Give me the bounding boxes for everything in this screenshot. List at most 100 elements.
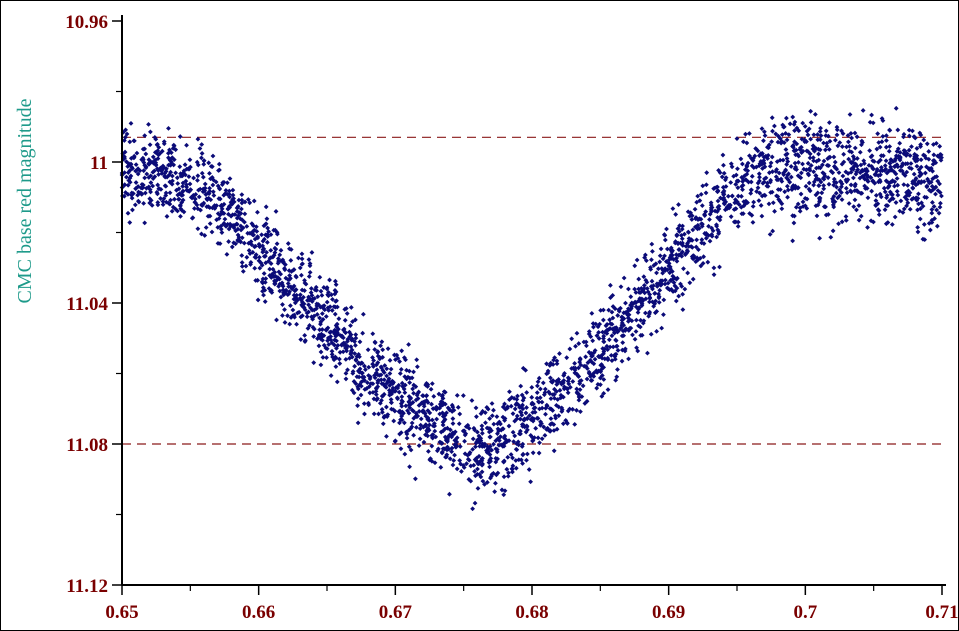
data-point xyxy=(804,205,810,211)
data-point xyxy=(679,283,685,289)
data-point xyxy=(263,276,269,282)
data-point xyxy=(277,288,283,294)
data-point xyxy=(375,350,380,355)
data-point xyxy=(847,148,852,154)
data-point xyxy=(641,283,647,288)
data-point xyxy=(479,462,485,468)
data-point xyxy=(694,199,700,205)
data-point xyxy=(302,338,308,343)
data-point xyxy=(370,364,376,369)
data-point xyxy=(387,357,393,363)
data-point xyxy=(848,182,854,188)
data-point xyxy=(578,409,583,415)
data-point xyxy=(406,427,412,433)
data-point xyxy=(483,420,488,426)
data-point xyxy=(874,146,880,152)
data-point xyxy=(614,374,620,380)
data-point xyxy=(428,456,433,462)
data-point xyxy=(384,433,389,439)
data-point xyxy=(288,303,293,309)
data-point xyxy=(649,278,655,284)
data-point xyxy=(197,186,203,192)
data-point xyxy=(332,288,338,293)
data-point xyxy=(728,214,734,220)
data-point xyxy=(628,294,634,300)
data-point xyxy=(250,249,256,255)
data-point xyxy=(320,317,326,322)
data-point xyxy=(621,310,627,316)
data-point xyxy=(144,171,150,177)
x-tick-label-6: 0.71 xyxy=(925,602,958,623)
data-point xyxy=(161,196,167,202)
data-point xyxy=(132,202,138,208)
data-point xyxy=(936,210,942,216)
data-point xyxy=(204,197,210,203)
data-point xyxy=(817,129,823,134)
data-point xyxy=(739,211,745,217)
data-point xyxy=(236,234,242,240)
data-point xyxy=(664,267,670,273)
data-point xyxy=(341,326,347,332)
data-point xyxy=(647,296,653,301)
data-point xyxy=(479,430,485,436)
data-point xyxy=(895,192,901,198)
data-point xyxy=(638,332,644,338)
data-point xyxy=(380,421,386,427)
data-point xyxy=(508,452,514,457)
data-point xyxy=(314,306,319,312)
data-point xyxy=(921,222,927,227)
data-point xyxy=(910,195,916,201)
data-point xyxy=(201,161,207,167)
data-point xyxy=(804,196,810,202)
data-point xyxy=(128,120,134,126)
data-point xyxy=(905,200,911,206)
data-point xyxy=(281,292,287,298)
data-point xyxy=(747,211,753,216)
data-point xyxy=(876,159,881,165)
data-point xyxy=(126,178,132,183)
data-point xyxy=(375,384,381,390)
data-point xyxy=(266,286,272,291)
data-point xyxy=(699,221,704,227)
data-point xyxy=(823,128,829,134)
data-point xyxy=(667,270,673,276)
data-point xyxy=(702,213,708,218)
data-point xyxy=(372,339,378,345)
data-point xyxy=(735,185,741,191)
data-point xyxy=(450,421,456,426)
data-point xyxy=(207,188,213,194)
data-point xyxy=(294,292,300,298)
data-point xyxy=(815,176,821,182)
data-point xyxy=(273,209,279,214)
data-point xyxy=(634,345,640,351)
data-point xyxy=(798,191,804,197)
data-point xyxy=(815,132,820,137)
data-point xyxy=(398,446,404,452)
data-point xyxy=(839,219,845,225)
data-point xyxy=(917,216,923,222)
data-point xyxy=(199,151,205,156)
data-point xyxy=(416,408,422,414)
data-point xyxy=(195,136,201,142)
data-point xyxy=(924,183,930,189)
data-point xyxy=(648,265,653,270)
data-point xyxy=(231,199,237,205)
data-point xyxy=(159,148,165,154)
data-point xyxy=(901,182,907,188)
data-point xyxy=(761,129,767,135)
data-point xyxy=(878,157,883,163)
data-point xyxy=(135,171,141,177)
data-point xyxy=(642,252,648,258)
data-point xyxy=(323,314,329,319)
data-point xyxy=(283,275,289,281)
data-point xyxy=(256,254,262,260)
data-point xyxy=(682,231,687,237)
data-point xyxy=(130,207,135,213)
data-point xyxy=(727,202,733,208)
data-point xyxy=(443,454,448,460)
data-point xyxy=(526,467,532,472)
data-point xyxy=(177,202,183,208)
data-point xyxy=(500,426,506,432)
data-point xyxy=(285,281,291,286)
data-point xyxy=(926,166,932,171)
